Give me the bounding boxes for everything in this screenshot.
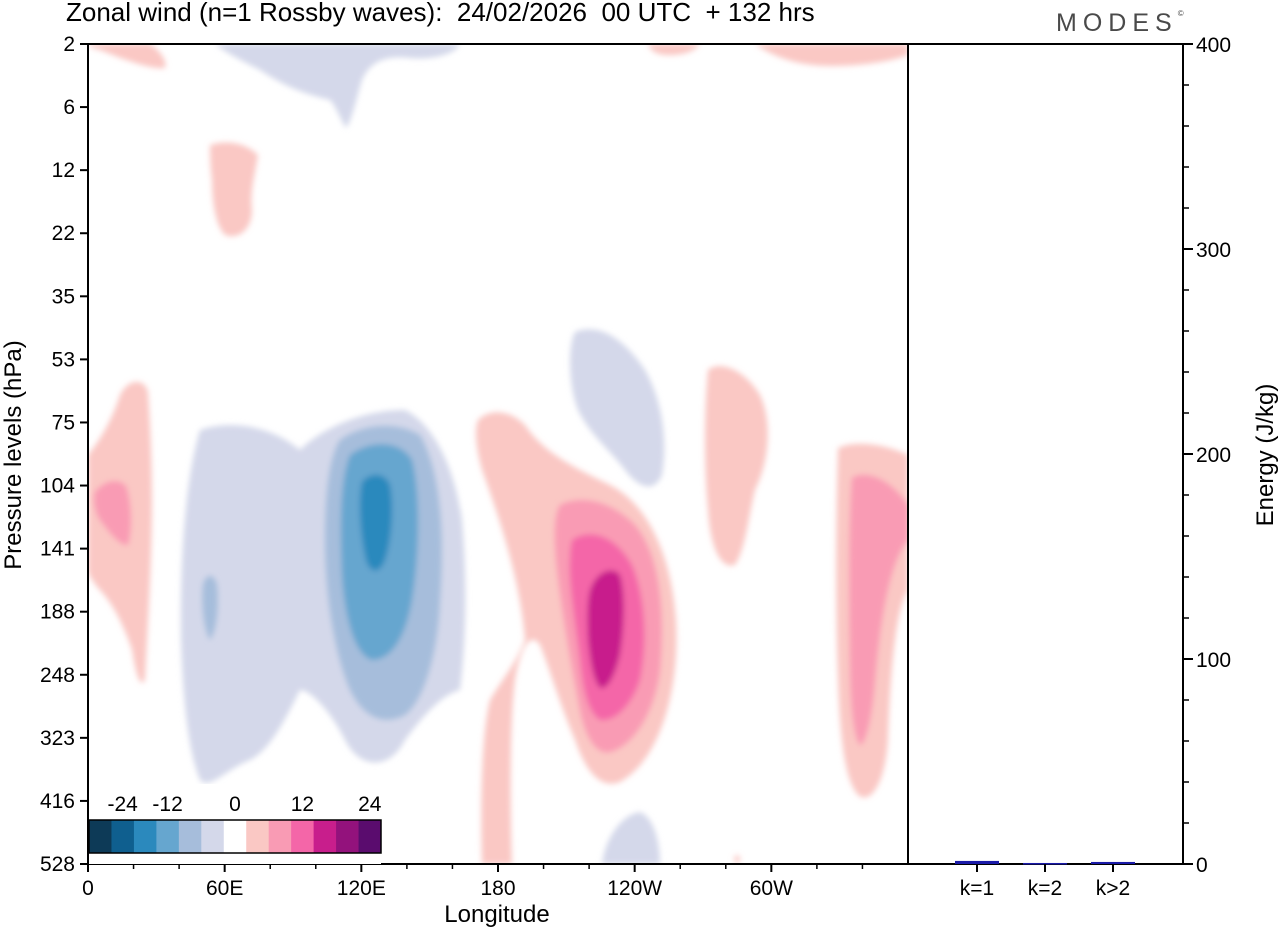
y-tick-label: 528 [40,853,75,876]
colorbar-swatch [268,820,292,853]
energy-cat-label: k=1 [960,877,994,900]
contour-neg-bottom [602,812,660,864]
contour-neg-mid [570,329,665,487]
pressure-axis: 2 6 12 22 35 53 75 104 141 188 248 323 416 528 [40,33,88,876]
brand-copyright: © [1177,9,1184,18]
energy-bars: k=1 k=2 k>2 [955,860,1135,900]
energy-bar [1091,861,1135,864]
x-tick-label: 0 [82,877,94,900]
colorbar-swatch [291,820,315,853]
energy-axis-title: Energy (J/kg) [1252,384,1279,527]
colorbar-swatch [111,820,135,853]
y-tick-label: 6 [63,96,75,119]
y-tick-label: 323 [40,727,75,750]
x-tick-label: 120W [607,877,662,900]
x-axis-title: Longitude [444,901,549,928]
colorbar-swatch [89,820,112,853]
y-axis-title: Pressure levels (hPa) [0,340,27,569]
contour-pos-top-right [755,44,908,66]
contour-pos-10e-core [94,481,131,545]
energy-tick-label: 300 [1196,239,1231,262]
contour-pos-top-left [88,44,166,69]
contour-pos-speck [734,855,740,863]
contour-neg-top [215,44,460,128]
x-tick-label: 180 [480,877,515,900]
energy-tick-label: 400 [1196,34,1231,57]
y-tick-label: 416 [40,790,75,813]
y-tick-label: 12 [52,159,75,182]
y-tick-label: 75 [52,411,75,434]
contour-field [88,44,908,864]
colorbar-frame [88,819,382,854]
energy-tick-label: 0 [1196,854,1208,877]
contour-pos-upper-left [210,142,258,237]
colorbar-label: 12 [291,793,314,816]
colorbar-swatch [201,820,225,853]
y-tick-label: 141 [40,538,75,561]
contour-pos-130w-lvl4 [587,570,624,689]
y-tick-label: 35 [52,285,75,308]
brand-text: MODES [1056,9,1178,37]
energy-cat-label: k=2 [1028,877,1062,900]
energy-tick-label: 100 [1196,649,1231,672]
colorbar-swatch [178,820,202,853]
x-tick-label: 60E [206,877,243,900]
contour-pos-80w [705,366,768,566]
colorbar-swatch [133,820,157,853]
colorbar-swatch [246,820,270,853]
contour-neg-120e-lvl4 [359,474,393,571]
colorbar-label: -12 [152,793,182,816]
energy-tick-label: 200 [1196,444,1231,467]
y-tick-label: 188 [40,601,75,624]
y-tick-label: 104 [40,475,75,498]
y-tick-label: 2 [63,33,75,56]
colorbar-swatch [358,820,382,853]
chart-title: Zonal wind (n=1 Rossby waves): 24/02/202… [66,0,815,27]
colorbar-swatch [313,820,337,853]
energy-cat-label: k>2 [1096,877,1130,900]
contour-pos-top-mid [648,44,700,56]
longitude-axis: 0 60E 120E 180 120W 60W [82,864,864,900]
contour-pos-20w-core [849,475,908,745]
colorbar-swatch [223,820,247,853]
colorbar-label: 0 [229,793,241,816]
y-tick-label: 248 [40,664,75,687]
y-tick-label: 53 [52,348,75,371]
energy-axis: 0 100 200 300 400 [1183,34,1231,877]
energy-bar [1023,862,1067,865]
energy-bar [955,860,999,864]
contour-neg-60e-core [202,576,218,640]
colorbar-swatch [336,820,359,853]
x-tick-label: 60W [750,877,793,900]
colorbar-label: 24 [358,793,382,816]
x-tick-label: 120E [337,877,386,900]
y-tick-label: 22 [52,222,75,245]
brand-logo: MODES© [1056,9,1184,38]
colorbar: -24 -12 0 12 24 [88,784,382,864]
colorbar-swatch [156,820,180,853]
colorbar-label: -24 [108,793,139,816]
